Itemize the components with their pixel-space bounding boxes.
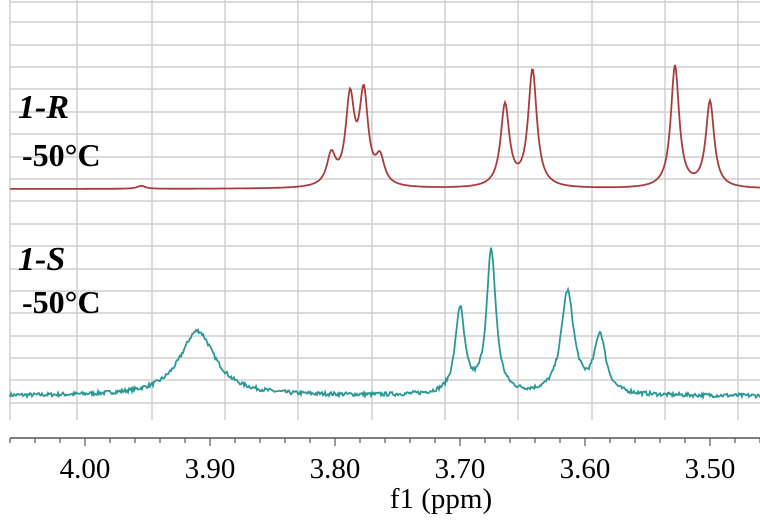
spectrum-1-s-trace bbox=[9, 247, 760, 401]
x-tick-label: 3.80 bbox=[310, 453, 361, 485]
chart-grid bbox=[9, 0, 760, 420]
x-tick-label: 3.90 bbox=[185, 453, 236, 485]
label-1-r: 1-R bbox=[18, 89, 69, 126]
x-axis: 4.00 3.90 3.80 3.70 3.60 3.50 f1 (ppm) bbox=[9, 437, 760, 515]
spectrum-1-r-trace bbox=[10, 64, 760, 190]
label-1-s-temp: -50°C bbox=[22, 284, 101, 320]
label-1-r-name: 1-R bbox=[18, 89, 69, 126]
label-1-s: 1-S bbox=[18, 241, 65, 278]
x-tick-label: 3.70 bbox=[435, 453, 486, 485]
x-tick-label: 3.60 bbox=[560, 453, 611, 485]
x-tick-label: 4.00 bbox=[60, 453, 111, 485]
x-tick-label: 3.50 bbox=[685, 453, 736, 485]
spectra-group bbox=[9, 64, 760, 401]
x-axis-ticks: 4.00 3.90 3.80 3.70 3.60 3.50 bbox=[9, 438, 760, 485]
x-axis-title: f1 (ppm) bbox=[390, 483, 492, 515]
label-1-s-name: 1-S bbox=[18, 241, 65, 278]
label-1-r-temp: -50°C bbox=[22, 137, 101, 173]
